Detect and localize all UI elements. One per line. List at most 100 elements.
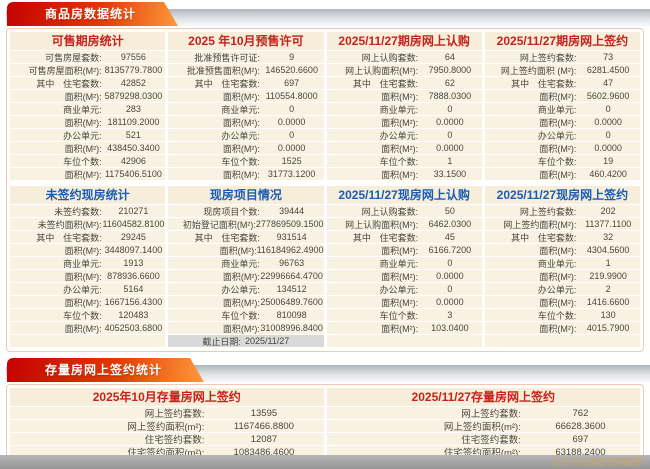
row-value: 1 bbox=[447, 156, 453, 166]
row-value: 0.0000 bbox=[277, 143, 306, 153]
row-label: 面积(M²): bbox=[222, 169, 260, 180]
row-value: 1167466.8800 bbox=[233, 420, 294, 432]
row-value: 31008996.8400 bbox=[260, 323, 323, 333]
table-row: 办公单元: 521 bbox=[10, 129, 166, 141]
row-value: 19 bbox=[603, 156, 614, 166]
table-row: 商业单元: 283 bbox=[10, 103, 166, 115]
table-row: 网上签约套数: 13595 bbox=[10, 407, 324, 420]
row-value: 120483 bbox=[118, 310, 149, 320]
row-value: 29245 bbox=[120, 232, 146, 242]
panel-rows: 网上签约套数: 13595 网上签约面积(m²): 1167466.8800 住宅签约套… bbox=[10, 407, 324, 459]
row-label: 面积(M²): bbox=[222, 91, 260, 102]
table-row: 批准预售许可证: 9 bbox=[168, 51, 324, 63]
row-prefix: 其中 bbox=[511, 232, 530, 243]
row-value: 1667156.4300 bbox=[104, 297, 163, 307]
row-label: 批准预售许可证: bbox=[194, 52, 260, 63]
row-value: 1 bbox=[605, 258, 611, 268]
table-row: 其中 住宅套数: 47 bbox=[484, 77, 640, 89]
panel-title: 2025年10月存量房网上签约 bbox=[10, 388, 324, 406]
table-row: 未签约面积(M²): 11604582.8100 bbox=[10, 218, 166, 230]
row-label: 面积(M²): bbox=[64, 143, 102, 154]
row-label: 网上签约套数: bbox=[519, 52, 577, 63]
row-value: 8135779.7800 bbox=[104, 65, 163, 75]
row-value: 219.9900 bbox=[589, 271, 627, 281]
row-label: 未签约面积(M²): bbox=[37, 219, 102, 230]
table-row: 网上签约套数: 73 bbox=[484, 51, 640, 63]
panel-rows: 网上签约套数: 762 网上签约面积(m²): 66628.3600 住宅签约套数: 69… bbox=[326, 407, 640, 459]
table-row: 其中 住宅套数: 62 bbox=[326, 77, 482, 89]
table-row: 其中 住宅套数: 29245 bbox=[10, 231, 166, 243]
row-label: 网上签约面积(M²): bbox=[503, 219, 577, 230]
panel-filler-row bbox=[326, 335, 482, 347]
row-value: 1525 bbox=[281, 156, 302, 166]
table-row: 面积(M²): 181109.2000 bbox=[10, 116, 166, 128]
row-value: 5879298.0300 bbox=[104, 91, 163, 101]
row-value: 63188.2400 bbox=[555, 446, 606, 458]
stock-tabbar: 存量房网上签约统计 bbox=[6, 358, 650, 382]
table-row: 面积(M²): 0.0000 bbox=[484, 142, 640, 154]
table-row: 办公单元: 0 bbox=[326, 283, 482, 295]
row-label: 车位个数: bbox=[379, 156, 419, 167]
row-value: 878936.6600 bbox=[107, 271, 160, 281]
row-value: 3 bbox=[447, 310, 453, 320]
row-value: 130 bbox=[600, 310, 616, 320]
table-row: 车位个数: 42906 bbox=[10, 155, 166, 167]
row-value: 146520.6600 bbox=[265, 65, 318, 75]
row-label: 办公单元: bbox=[537, 130, 577, 141]
panel-rows: 网上签约套数: 73 网上签约面积 (M²): 6281.4500 其中 住宅套数: 47 面… bbox=[484, 51, 640, 180]
row-value: 73 bbox=[603, 52, 614, 62]
row-label: 面积(M²): bbox=[381, 323, 419, 334]
row-label: 面积(M²): bbox=[222, 117, 260, 128]
panel-existing-online-signing: 2025/11/27现房网上签约 网上签约套数: 202 网上签约面积(M²): 11… bbox=[484, 186, 640, 348]
cutoff-date-label: 截止日期: bbox=[202, 336, 241, 347]
row-prefix: 其中 bbox=[36, 78, 55, 89]
panel-available-presale: 可售期房统计 可售房屋套数: 97556 可售房屋面积(M²): 8135779.78… bbox=[10, 32, 166, 181]
row-label: 办公单元: bbox=[221, 284, 260, 295]
row-label: 住宅签约套数: bbox=[144, 435, 205, 446]
panel-unsigned-existing: 未签约现房统计 未签约套数: 210271 未签约面积(M²): 11604582.8… bbox=[10, 186, 166, 348]
panel-rows: 未签约套数: 210271 未签约面积(M²): 11604582.8100 其中 住宅套… bbox=[10, 205, 166, 334]
row-value: 1913 bbox=[123, 258, 144, 268]
row-value: 0 bbox=[447, 284, 453, 294]
row-label: 办公单元: bbox=[379, 284, 419, 295]
row-value: 931514 bbox=[276, 232, 307, 242]
table-row: 办公单元: 5164 bbox=[10, 283, 166, 295]
row-value: 210271 bbox=[118, 206, 149, 216]
row-value: 97556 bbox=[120, 52, 146, 62]
tab-commodity-housing-stats[interactable]: 商品房数据统计 bbox=[7, 2, 178, 26]
bottom-bar: 北京市住建委官网截图 bbox=[0, 455, 650, 469]
row-label: 网上认购面积(M²): bbox=[345, 65, 419, 76]
table-row: 车位个数: 120483 bbox=[10, 309, 166, 321]
row-value: 521 bbox=[125, 130, 141, 140]
row-label: 住宅套数: bbox=[63, 78, 102, 89]
row-label: 车位个数: bbox=[221, 310, 260, 321]
panel-title: 2025/11/27现房网上认购 bbox=[326, 186, 482, 204]
row-label: 网上签约面积(m²): bbox=[443, 422, 521, 433]
row-value: 0.0000 bbox=[436, 117, 464, 127]
row-label: 住宅签约套数: bbox=[461, 435, 521, 446]
table-row: 面积(M²): 31008996.8400 bbox=[168, 322, 324, 334]
row-label: 面积(M²): bbox=[381, 117, 419, 128]
panel-oct-presale-permit: 2025 年10月预售许可 批准预售许可证: 9 批准预售面积(M²): 146520… bbox=[168, 32, 324, 181]
panel-rows: 可售房屋套数: 97556 可售房屋面积(M²): 8135779.7800 其中 住宅套… bbox=[10, 51, 166, 180]
table-row: 商业单元: 1913 bbox=[10, 257, 166, 269]
row-label: 面积(M²): bbox=[539, 297, 577, 308]
row-label: 住宅套数: bbox=[537, 232, 577, 243]
row-label: 可售房屋面积(M²): bbox=[28, 65, 102, 76]
table-row: 网上签约面积(M²): 11377.1100 bbox=[484, 218, 640, 230]
row-value: 202 bbox=[600, 206, 616, 216]
table-row: 车位个数: 810098 bbox=[168, 309, 324, 321]
row-value: 22996664.4700 bbox=[260, 271, 323, 281]
row-label: 车位个数: bbox=[537, 310, 577, 321]
row-label: 面积(M²): bbox=[222, 297, 260, 308]
tab-stock-housing-signing-stats[interactable]: 存量房网上签约统计 bbox=[7, 358, 204, 382]
panel-existing-projects: 现房项目情况 现房项目个数: 39444 初始登记面积(M²): 277869509.… bbox=[168, 186, 324, 348]
panel-title: 2025/11/27期房网上签约 bbox=[484, 32, 640, 50]
panel-title: 现房项目情况 bbox=[168, 186, 324, 204]
row-value: 116184962.4900 bbox=[256, 245, 324, 255]
row-value: 4304.5600 bbox=[586, 245, 630, 255]
row-value: 0.0000 bbox=[594, 143, 622, 153]
row-label: 可售房屋套数: bbox=[45, 52, 102, 63]
row-value: 6166.7200 bbox=[428, 245, 472, 255]
row-value: 0.0000 bbox=[436, 271, 464, 281]
